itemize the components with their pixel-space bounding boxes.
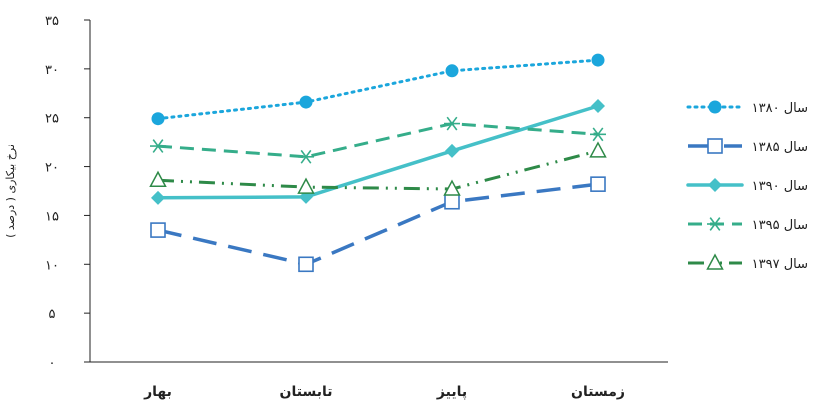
legend-item: سال ۱۳۸۰ <box>686 100 808 116</box>
data-point <box>591 53 605 67</box>
x-category-label: پاییز <box>436 384 467 400</box>
data-point <box>150 139 166 153</box>
data-point <box>297 177 315 194</box>
series-line <box>157 182 599 267</box>
data-point <box>444 116 460 131</box>
data-point <box>443 179 461 196</box>
y-axis-title: نرخ بیکاری ( درصد ) <box>4 144 17 238</box>
series-line <box>156 58 600 121</box>
x-category-label: زمستان <box>571 384 625 400</box>
data-point <box>590 176 606 192</box>
y-tick-label: ۱۵ <box>45 209 59 224</box>
y-tick-label: ۵ <box>49 307 56 322</box>
series-1 <box>151 53 605 126</box>
legend-marker <box>708 100 722 114</box>
data-point <box>151 190 165 205</box>
x-category-labels: بهار تابستان پاییز زمستان <box>143 384 625 400</box>
x-category-label: بهار <box>143 384 172 400</box>
series-line <box>157 149 599 191</box>
legend-label: سال ۱۳۹۰ <box>752 179 808 194</box>
series-2 <box>150 176 606 273</box>
y-tick-label: ۳۵ <box>45 14 59 29</box>
y-tick-label: ۳۰ <box>45 63 59 78</box>
data-point <box>589 141 607 158</box>
data-point <box>151 112 165 126</box>
x-category-label: تابستان <box>280 384 333 400</box>
legend-marker <box>708 178 722 192</box>
series-group <box>149 53 607 273</box>
data-point <box>299 95 313 109</box>
y-tick-label: ۲۵ <box>45 112 59 127</box>
legend-label: سال ۱۳۹۷ <box>752 257 808 272</box>
legend-item: سال ۱۳۹۰ <box>686 178 808 194</box>
y-ticks: ۰ ۵ ۱۰ ۱۵ ۲۰ ۲۵ ۳۰ ۳۵ <box>45 14 90 371</box>
data-point <box>591 98 605 113</box>
data-point <box>150 222 166 238</box>
data-point <box>445 143 459 158</box>
legend: سال ۱۳۸۰ سال ۱۳۸۵ سال ۱۳۹۰ سال ۱۳۹۵ سال ۱۳۹۷ <box>686 100 808 272</box>
series-4 <box>150 116 606 164</box>
legend-marker <box>707 217 723 231</box>
series-line <box>157 122 599 159</box>
y-tick-label: ۱۰ <box>45 258 59 273</box>
legend-label: سال ۱۳۸۵ <box>752 140 808 155</box>
series-5 <box>149 141 607 196</box>
axes <box>89 20 668 363</box>
legend-item: سال ۱۳۹۷ <box>688 253 808 272</box>
series-line <box>156 104 600 200</box>
legend-item: سال ۱۳۹۵ <box>688 217 808 233</box>
data-point <box>298 256 314 273</box>
legend-label: سال ۱۳۸۰ <box>752 101 808 116</box>
y-tick-label: ۲۰ <box>45 161 59 176</box>
legend-label: سال ۱۳۹۵ <box>752 218 808 233</box>
data-point <box>298 149 314 164</box>
data-point <box>149 170 167 188</box>
data-point <box>590 127 606 142</box>
legend-marker <box>707 138 723 154</box>
data-point <box>444 193 460 210</box>
legend-item: سال ۱۳۸۵ <box>688 138 808 155</box>
legend-marker <box>706 253 724 270</box>
data-point <box>445 64 459 78</box>
y-tick-label: ۰ <box>49 356 56 371</box>
